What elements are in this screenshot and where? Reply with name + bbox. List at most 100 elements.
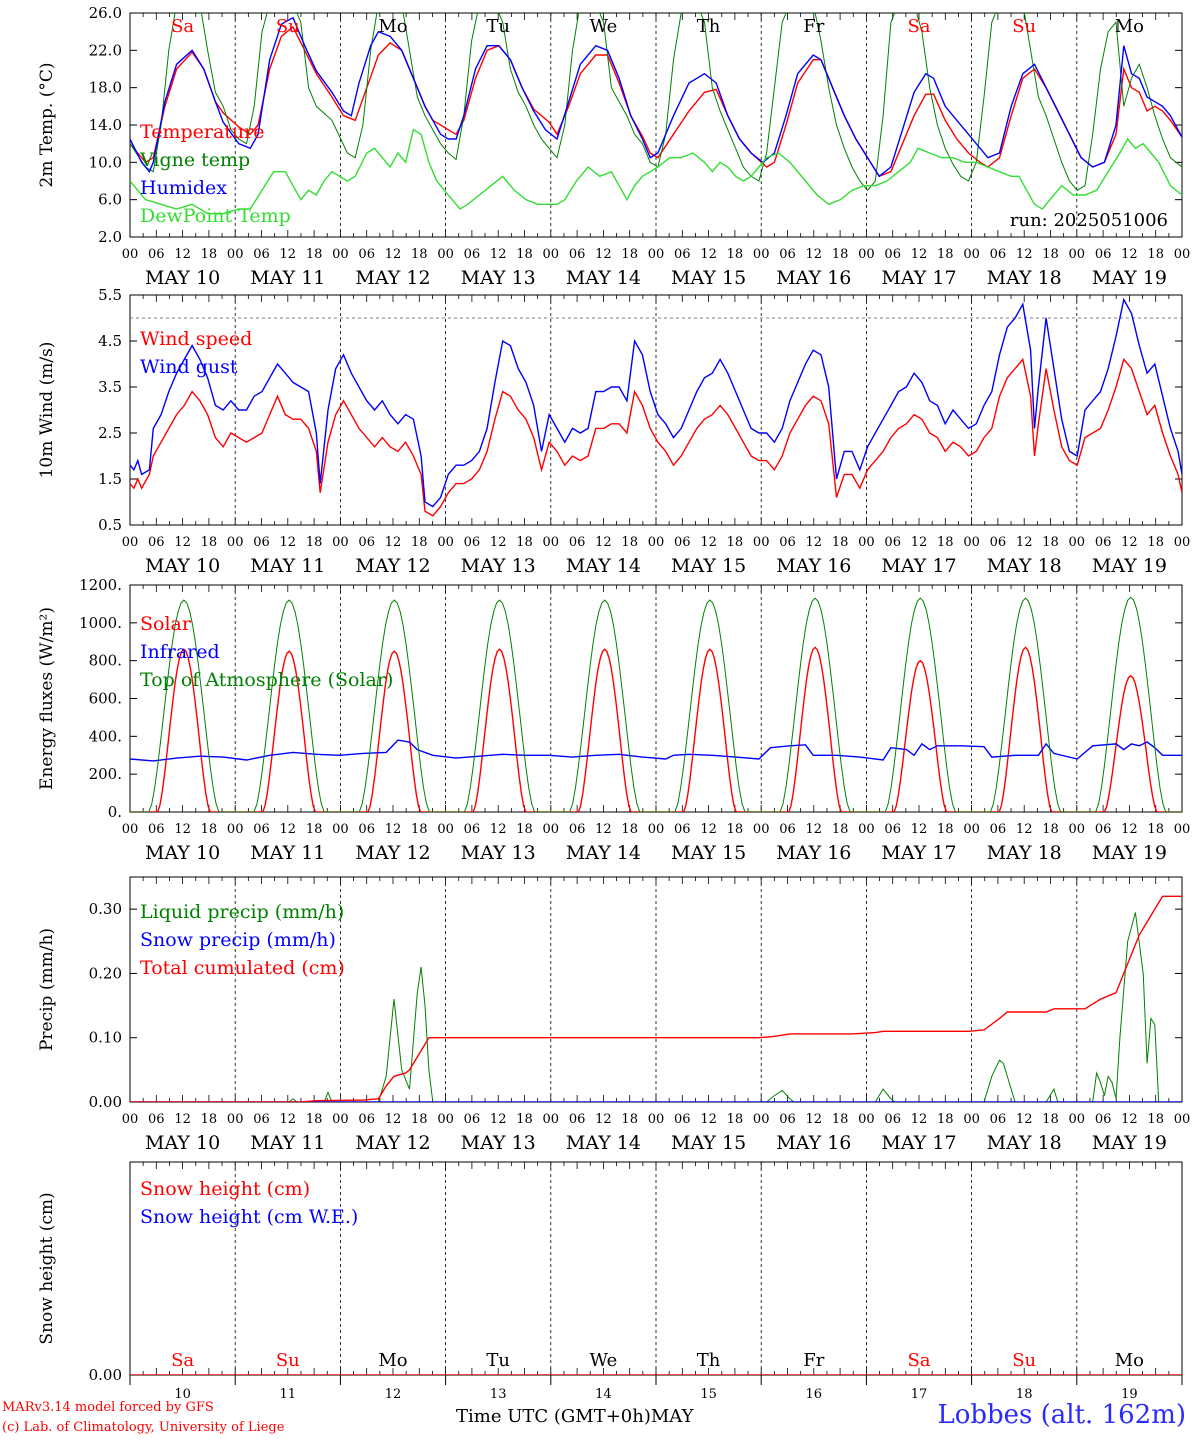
y-tick-label: 14.0 xyxy=(89,116,122,134)
hour-tick-label: 06 xyxy=(884,247,901,262)
hour-tick-label: 12 xyxy=(280,535,297,550)
series-line xyxy=(130,596,1182,812)
hour-tick-label: 00 xyxy=(122,535,139,550)
hour-tick-label: 12 xyxy=(1016,535,1033,550)
hour-tick-label: 06 xyxy=(1095,247,1112,262)
hour-tick-label: 00 xyxy=(543,822,560,837)
hour-tick-label: 18 xyxy=(1042,822,1059,837)
hour-tick-label: 06 xyxy=(990,1112,1007,1127)
hour-tick-label: 18 xyxy=(832,535,849,550)
weekday-label-bottom: Sa xyxy=(171,1350,194,1371)
hour-tick-label: 06 xyxy=(674,822,691,837)
date-label: MAY 11 xyxy=(250,1132,325,1154)
credit-lab: (c) Lab. of Climatology, University of L… xyxy=(2,1420,285,1435)
hour-tick-label: 18 xyxy=(411,1112,428,1127)
hour-tick-label: 06 xyxy=(569,822,586,837)
hour-tick-label: 12 xyxy=(700,822,717,837)
legend-entry: Solar xyxy=(140,613,192,635)
hour-tick-label: 00 xyxy=(753,1112,770,1127)
date-label: MAY 13 xyxy=(461,842,536,864)
hour-tick-label: 12 xyxy=(595,535,612,550)
weekday-label-bottom: We xyxy=(590,1350,618,1371)
hour-tick-label: 00 xyxy=(332,247,349,262)
hour-tick-label: 12 xyxy=(700,535,717,550)
series-line xyxy=(130,297,1182,508)
y-axis-label: 2m Temp. (°C) xyxy=(37,62,57,187)
hour-tick-label: 18 xyxy=(1147,1112,1164,1127)
y-tick-label: 2.5 xyxy=(98,424,122,442)
date-label: MAY 10 xyxy=(145,1132,220,1154)
hour-tick-label: 12 xyxy=(280,822,297,837)
weekday-label-top: We xyxy=(590,16,618,37)
hour-tick-label: 06 xyxy=(674,247,691,262)
weekday-label-bottom: Su xyxy=(276,1350,300,1371)
y-tick-label: 10.0 xyxy=(89,153,122,171)
hour-tick-label: 12 xyxy=(806,1112,823,1127)
hour-tick-label: 00 xyxy=(648,247,665,262)
hour-tick-label: 00 xyxy=(1069,535,1086,550)
hour-tick-label: 06 xyxy=(674,535,691,550)
hour-tick-label: 00 xyxy=(1174,1112,1191,1127)
panel-4: 0.00 0.10 0.20 0.30 Precip (mm/h) Liquid prec… xyxy=(37,876,1191,1154)
hour-tick-label: 00 xyxy=(1069,822,1086,837)
hour-tick-label: 00 xyxy=(332,822,349,837)
date-label: MAY 15 xyxy=(671,1132,746,1154)
hour-tick-label: 12 xyxy=(595,822,612,837)
hour-tick-label: 12 xyxy=(1121,1112,1138,1127)
hour-tick-label: 00 xyxy=(437,535,454,550)
date-label: MAY 15 xyxy=(671,267,746,289)
date-label: MAY 11 xyxy=(250,842,325,864)
hour-tick-label: 06 xyxy=(148,535,165,550)
weekday-label-bottom: Th xyxy=(697,1350,721,1371)
hour-tick-label: 06 xyxy=(569,1112,586,1127)
hour-tick-label: 06 xyxy=(148,822,165,837)
panel-3: 0. 200. 400. 600. 800. 1000. 1200. Energy fluxe… xyxy=(37,576,1190,864)
y-tick-label: 200. xyxy=(89,765,122,783)
date-label: MAY 17 xyxy=(881,842,956,864)
date-label: MAY 14 xyxy=(566,267,641,289)
hour-tick-label: 00 xyxy=(963,535,980,550)
hour-tick-label: 06 xyxy=(569,247,586,262)
weekday-label-bottom: Tu xyxy=(486,1350,510,1371)
hour-tick-label: 06 xyxy=(358,535,375,550)
hour-tick-label: 00 xyxy=(963,822,980,837)
hour-tick-label: 18 xyxy=(832,822,849,837)
hour-tick-label: 00 xyxy=(648,1112,665,1127)
hour-tick-label: 06 xyxy=(674,1112,691,1127)
series-line xyxy=(130,646,1182,812)
hour-tick-label: 12 xyxy=(700,247,717,262)
hour-tick-label: 00 xyxy=(858,822,875,837)
hour-tick-label: 18 xyxy=(621,535,638,550)
hour-tick-label: 18 xyxy=(1147,535,1164,550)
date-label: MAY 13 xyxy=(461,267,536,289)
hour-tick-label: 12 xyxy=(595,247,612,262)
date-label: MAY 17 xyxy=(881,555,956,577)
y-tick-label: 2.0 xyxy=(98,228,122,246)
hour-tick-label: 18 xyxy=(201,822,218,837)
hour-tick-label: 12 xyxy=(385,822,402,837)
date-label: MAY 16 xyxy=(776,1132,851,1154)
hour-tick-label: 06 xyxy=(779,822,796,837)
date-label: MAY 17 xyxy=(881,267,956,289)
date-label: MAY 19 xyxy=(1092,842,1167,864)
hour-tick-label: 06 xyxy=(1095,1112,1112,1127)
weekday-label-bottom: Sa xyxy=(907,1350,930,1371)
run-label: run: 2025051006 xyxy=(1010,210,1168,231)
hour-tick-label: 18 xyxy=(1042,247,1059,262)
hour-tick-label: 06 xyxy=(779,535,796,550)
legend-entry: Wind speed xyxy=(140,328,252,350)
hour-tick-label: 06 xyxy=(990,822,1007,837)
date-label: MAY 16 xyxy=(776,555,851,577)
day-number-label: 14 xyxy=(595,1387,612,1402)
hour-tick-label: 00 xyxy=(543,535,560,550)
hour-tick-label: 06 xyxy=(148,1112,165,1127)
weekday-label-top: Tu xyxy=(486,16,510,37)
hour-tick-label: 06 xyxy=(779,1112,796,1127)
weekday-label-top: Sa xyxy=(171,16,194,37)
date-label: MAY 16 xyxy=(776,842,851,864)
hour-tick-label: 18 xyxy=(727,1112,744,1127)
y-tick-label: 0.00 xyxy=(89,1093,122,1111)
station-name: Lobbes (alt. 162m) xyxy=(937,1400,1186,1430)
hour-tick-label: 12 xyxy=(490,1112,507,1127)
hour-tick-label: 06 xyxy=(358,1112,375,1127)
